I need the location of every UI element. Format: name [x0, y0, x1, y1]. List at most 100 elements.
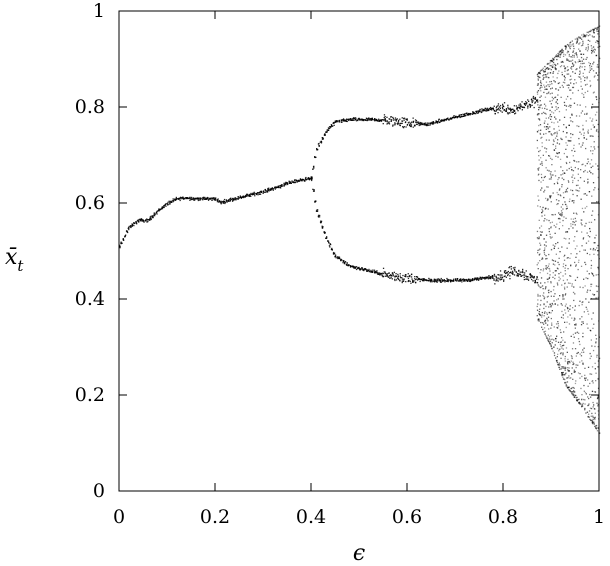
data-point — [585, 242, 588, 244]
data-point — [557, 178, 559, 181]
data-point — [443, 118, 445, 121]
data-point — [549, 233, 551, 235]
data-point — [534, 282, 536, 284]
data-point — [597, 366, 599, 368]
data-point — [594, 114, 597, 116]
data-point — [125, 234, 127, 236]
data-point — [585, 298, 587, 300]
data-point — [574, 38, 576, 40]
data-point — [563, 152, 565, 155]
data-point — [293, 181, 295, 183]
data-point — [544, 65, 546, 68]
data-point — [565, 293, 567, 295]
data-point — [563, 259, 566, 261]
data-point — [229, 198, 231, 200]
data-point — [232, 200, 234, 202]
data-point — [216, 201, 219, 203]
data-point — [538, 320, 540, 322]
data-point — [441, 279, 443, 281]
data-point — [534, 280, 536, 282]
data-point — [262, 190, 264, 192]
data-point — [566, 381, 569, 383]
data-point — [577, 338, 580, 340]
data-point — [539, 88, 541, 90]
data-point — [564, 312, 567, 314]
data-point — [562, 51, 564, 53]
data-point — [542, 328, 544, 331]
data-point — [572, 45, 575, 47]
data-point — [398, 119, 400, 122]
data-point — [564, 54, 567, 56]
data-point — [419, 123, 422, 125]
data-point — [161, 207, 163, 209]
data-point — [562, 50, 564, 52]
data-point — [345, 120, 348, 122]
data-point — [401, 280, 403, 282]
data-point — [560, 96, 562, 98]
data-point — [161, 207, 163, 210]
data-point — [120, 241, 122, 243]
data-point — [583, 384, 585, 387]
data-point — [328, 126, 331, 128]
data-point — [272, 188, 275, 190]
data-point — [573, 102, 576, 104]
data-point — [594, 368, 596, 370]
data-point — [539, 248, 541, 250]
data-point — [544, 288, 546, 290]
data-point — [137, 219, 139, 221]
data-point — [572, 63, 574, 65]
data-point — [551, 342, 553, 344]
data-point — [570, 133, 572, 135]
data-point — [552, 289, 555, 291]
data-point — [560, 213, 562, 215]
data-point — [537, 278, 539, 281]
data-point — [547, 92, 550, 94]
data-point — [305, 176, 307, 179]
data-point — [587, 178, 589, 180]
data-point — [578, 48, 580, 50]
data-point — [460, 114, 462, 116]
data-point — [259, 193, 262, 195]
data-point — [562, 55, 565, 57]
data-point — [548, 178, 551, 180]
data-point — [550, 249, 553, 251]
data-point — [205, 197, 208, 199]
data-point — [264, 188, 266, 191]
data-point — [527, 107, 529, 109]
data-point — [573, 390, 575, 392]
data-point — [149, 216, 151, 218]
data-point — [397, 275, 399, 277]
data-point — [317, 143, 320, 145]
data-point — [597, 395, 599, 397]
data-point — [375, 119, 377, 122]
data-point — [249, 195, 251, 197]
data-point — [490, 107, 492, 109]
data-point — [404, 275, 406, 277]
data-point — [555, 68, 557, 71]
data-point — [475, 277, 477, 279]
data-point — [564, 358, 566, 360]
data-point — [546, 126, 548, 128]
data-point — [483, 110, 485, 112]
data-point — [546, 219, 548, 221]
data-point — [590, 84, 592, 87]
data-point — [584, 66, 586, 68]
data-point — [589, 253, 591, 256]
data-point — [211, 197, 213, 199]
data-point — [537, 268, 539, 270]
data-point — [453, 280, 455, 282]
data-point — [185, 197, 187, 200]
data-point — [575, 323, 577, 325]
data-point — [558, 143, 561, 145]
data-point — [585, 377, 587, 379]
data-point — [565, 372, 567, 374]
data-point — [588, 403, 590, 405]
data-point — [560, 206, 562, 208]
data-point — [590, 283, 592, 285]
data-point — [510, 265, 512, 268]
data-point — [593, 408, 596, 410]
data-point — [514, 270, 516, 272]
data-point — [507, 104, 509, 106]
data-point — [589, 230, 591, 233]
data-point — [565, 45, 567, 47]
